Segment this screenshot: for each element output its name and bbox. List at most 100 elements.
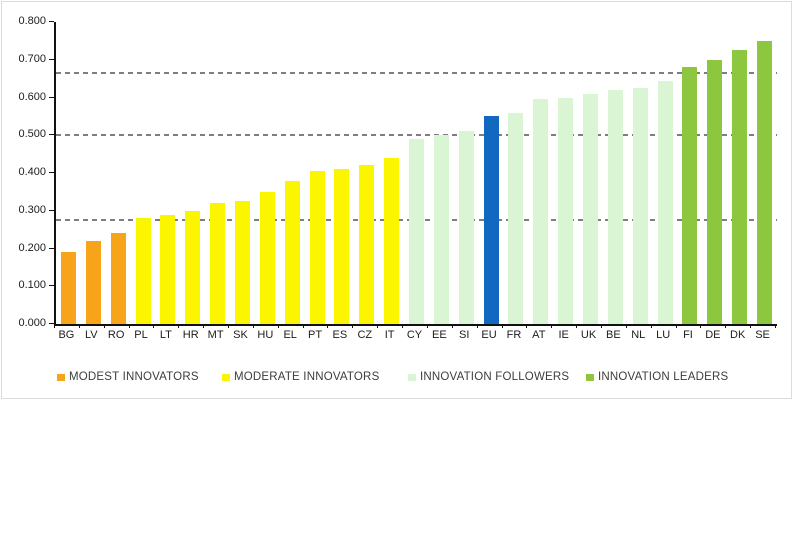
legend-item-moderate: MODERATE INNOVATORS: [222, 370, 379, 384]
y-tick-label: 0.200: [18, 241, 46, 254]
x-tick-label-lu: LU: [656, 329, 671, 341]
x-tick-mark: [625, 324, 627, 328]
x-tick-label-pt: PT: [308, 329, 323, 341]
x-tick-mark: [78, 324, 80, 328]
bar-uk: [583, 93, 599, 324]
x-tick-mark: [700, 324, 702, 328]
x-tick-mark: [277, 324, 279, 328]
plot-area: [54, 22, 777, 326]
y-tick-mark: [49, 247, 54, 249]
bar-fi: [682, 67, 698, 324]
x-tick-mark: [352, 324, 354, 328]
y-tick-mark: [49, 209, 54, 211]
x-tick-label-dk: DK: [730, 329, 746, 341]
x-tick-label-hu: HU: [257, 329, 274, 341]
y-tick-label: 0.100: [18, 279, 46, 292]
legend-label: MODEST INNOVATORS: [69, 371, 199, 383]
x-tick-label-mt: MT: [207, 329, 224, 341]
bar-hr: [185, 210, 201, 324]
y-tick-mark: [49, 58, 54, 60]
x-tick-mark: [377, 324, 379, 328]
x-tick-label-si: SI: [459, 329, 470, 341]
bar-lt: [160, 214, 176, 324]
x-tick-mark: [128, 324, 130, 328]
x-tick-mark: [402, 324, 404, 328]
x-tick-mark: [228, 324, 230, 328]
x-tick-mark: [725, 324, 727, 328]
chart-frame: 0.000 0.100 0.200 0.300 0.400 0.500 0.600 0.700…: [1, 1, 792, 399]
y-tick-mark: [49, 323, 54, 324]
x-tick-label-cy: CY: [406, 329, 423, 341]
x-tick-label-eu: EU: [481, 329, 497, 341]
x-tick-mark: [103, 324, 105, 328]
x-tick-label-uk: UK: [580, 329, 597, 341]
bar-es: [334, 169, 350, 324]
x-tick-label-bg: BG: [58, 329, 75, 341]
x-tick-label-ee: EE: [432, 329, 447, 341]
x-tick-label-se: SE: [755, 329, 770, 341]
x-tick-label-sk: SK: [233, 329, 248, 341]
x-tick-label-lv: LV: [84, 329, 98, 341]
x-tick-mark: [476, 324, 478, 328]
x-tick-mark: [576, 324, 578, 328]
threshold-line: [56, 134, 777, 137]
x-tick-mark: [327, 324, 329, 328]
y-tick-mark: [49, 285, 54, 287]
x-tick-mark: [54, 324, 55, 328]
bar-mt: [210, 203, 226, 324]
legend-item-followers: INNOVATION FOLLOWERS: [408, 370, 569, 384]
x-tick-label-es: ES: [332, 329, 348, 341]
y-tick-mark: [49, 172, 54, 173]
x-tick-label-at: AT: [532, 329, 546, 341]
x-tick-mark: [426, 324, 428, 328]
x-tick-mark: [501, 324, 503, 328]
legend-swatch-icon: [408, 373, 416, 381]
bar-nl: [632, 88, 648, 324]
x-tick-label-nl: NL: [631, 329, 646, 341]
x-tick-mark: [675, 324, 677, 328]
legend-swatch-icon: [57, 373, 65, 381]
x-tick-mark: [600, 324, 602, 328]
x-tick-label-ro: RO: [107, 329, 125, 341]
x-tick-mark: [451, 324, 453, 328]
bar-eu: [483, 116, 499, 324]
x-tick-mark: [650, 324, 652, 328]
bar-cz: [359, 165, 375, 324]
y-tick-label: 0.400: [18, 166, 46, 178]
bar-be: [607, 89, 623, 324]
x-tick-label-de: DE: [705, 329, 721, 341]
bar-se: [757, 40, 773, 324]
y-tick-label: 0.300: [18, 203, 46, 216]
x-tick-label-ie: IE: [558, 329, 569, 341]
x-tick-mark: [775, 324, 776, 328]
bar-pl: [135, 218, 151, 324]
x-tick-mark: [302, 324, 304, 328]
bar-fr: [508, 112, 524, 324]
x-tick-label-cz: CZ: [357, 329, 373, 341]
bar-ie: [558, 97, 574, 324]
x-tick-label-lt: LT: [159, 329, 172, 341]
bar-sk: [234, 201, 250, 324]
y-tick-label: 0.700: [18, 52, 46, 65]
x-tick-label-pl: PL: [134, 329, 148, 341]
legend-item-modest: MODEST INNOVATORS: [57, 370, 199, 384]
threshold-line: [56, 71, 777, 74]
bar-ro: [110, 233, 126, 324]
x-tick-mark: [750, 324, 752, 328]
x-tick-mark: [153, 324, 155, 328]
bar-pt: [309, 171, 325, 324]
y-tick-label: 0.500: [18, 128, 46, 141]
x-tick-label-fi: FI: [683, 329, 693, 341]
bar-el: [284, 180, 300, 324]
y-tick-mark: [49, 134, 54, 136]
legend-label: INNOVATION FOLLOWERS: [420, 371, 570, 383]
bar-at: [533, 99, 549, 324]
x-tick-mark: [203, 324, 205, 328]
legend-item-leaders: INNOVATION LEADERS: [586, 370, 728, 384]
x-tick-label-it: IT: [384, 329, 395, 341]
bar-it: [384, 157, 400, 324]
bar-hu: [259, 191, 275, 324]
bar-lu: [657, 80, 673, 324]
y-tick-label: 0.600: [18, 90, 46, 103]
